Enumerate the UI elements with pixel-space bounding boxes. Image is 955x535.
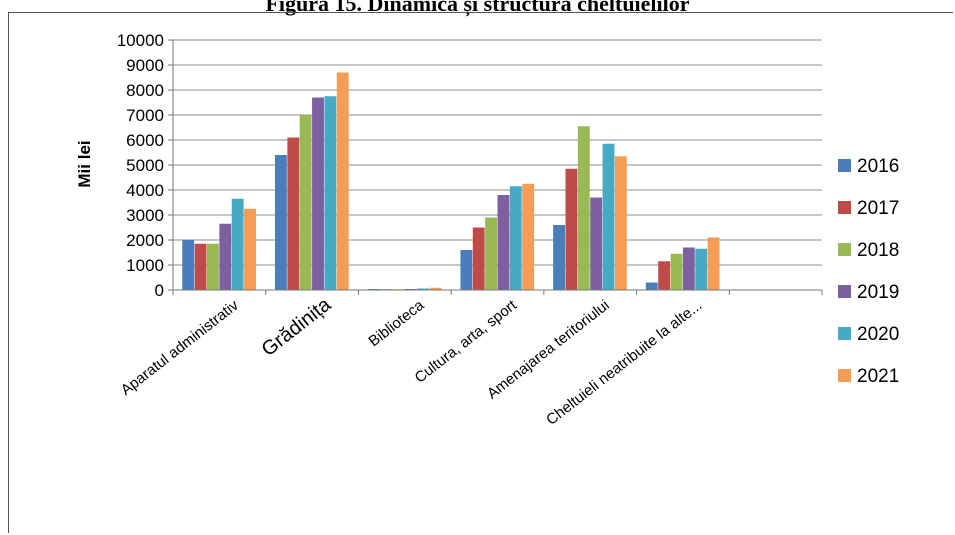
bar-2016-4 — [553, 225, 565, 290]
bar-2018-3 — [485, 217, 497, 290]
bar-2021-3 — [522, 183, 535, 290]
bar-2020-0 — [231, 198, 244, 290]
bar-2021-2 — [429, 287, 442, 290]
legend-swatch-2021 — [838, 369, 851, 382]
y-tick-label: 3000 — [126, 206, 164, 225]
bar-2019-4 — [590, 197, 603, 290]
legend-swatch-2017 — [838, 201, 851, 214]
bar-2021-4 — [614, 156, 627, 290]
bar-2020-1 — [324, 96, 337, 290]
bar-2016-5 — [645, 282, 658, 290]
bar-2017-1 — [287, 137, 300, 290]
bar-2019-1 — [312, 97, 324, 290]
bar-2018-1 — [299, 115, 312, 290]
bar-2018-0 — [206, 243, 219, 290]
y-tick-label: 2000 — [126, 231, 164, 250]
x-tick-label: Grădinița — [258, 293, 336, 361]
bar-2020-5 — [695, 248, 708, 290]
legend: 2016 2017 2018 2019 2020 2021 — [838, 156, 899, 387]
legend-swatch-2016 — [838, 159, 851, 172]
legend-swatch-2018 — [838, 243, 851, 256]
legend-label-2018: 2018 — [857, 240, 899, 261]
y-axis-label: Mii lei — [75, 140, 94, 187]
y-tick-label: 6000 — [126, 131, 164, 150]
bar-2018-4 — [577, 126, 590, 290]
bar-2017-5 — [658, 261, 671, 290]
axes — [168, 39, 823, 295]
bar-2017-3 — [472, 227, 485, 290]
bar-2018-5 — [670, 253, 683, 290]
legend-label-2016: 2016 — [857, 156, 899, 177]
bar-2019-3 — [497, 195, 510, 290]
bar-2020-3 — [509, 186, 522, 290]
legend-swatch-2019 — [838, 285, 851, 298]
bar-2016-0 — [182, 240, 195, 290]
bar-2019-5 — [682, 247, 695, 290]
x-tick-label: Cheltuieli neatribuite la alte... — [543, 297, 705, 429]
y-tick-labels: 0 1000 2000 3000 4000 5000 6000 7000 8000 9000 100… — [117, 31, 164, 300]
bar-2020-4 — [602, 143, 615, 290]
chart-frame — [8, 12, 953, 533]
y-tick-label: 1000 — [126, 256, 164, 275]
y-tick-label: 8000 — [126, 81, 164, 100]
x-tick-label: Aparatul administrativ — [118, 296, 243, 398]
bars — [182, 72, 720, 290]
bar-2016-1 — [274, 155, 287, 290]
x-tick-label: Biblioteca — [366, 296, 428, 350]
bar-2017-0 — [194, 243, 207, 290]
bar-2021-1 — [336, 72, 349, 290]
y-tick-label: 10000 — [117, 31, 164, 50]
bar-2021-0 — [244, 208, 256, 290]
legend-label-2017: 2017 — [857, 198, 899, 219]
bar-2017-4 — [565, 168, 578, 290]
legend-label-2021: 2021 — [857, 366, 899, 387]
y-tick-label: 7000 — [126, 106, 164, 125]
bar-2016-3 — [460, 250, 473, 290]
y-tick-label: 5000 — [126, 156, 164, 175]
bar-2019-0 — [219, 223, 232, 290]
y-tick-label: 4000 — [126, 181, 164, 200]
bar-2021-5 — [707, 237, 720, 290]
y-tick-label: 0 — [155, 281, 164, 300]
bar-2020-2 — [417, 288, 430, 290]
legend-swatch-2020 — [838, 327, 851, 340]
legend-label-2020: 2020 — [857, 324, 899, 345]
legend-label-2019: 2019 — [857, 282, 899, 303]
x-tick-labels: Aparatul administrativ Grădinița Bibliotec… — [118, 293, 706, 429]
y-tick-label: 9000 — [126, 56, 164, 75]
